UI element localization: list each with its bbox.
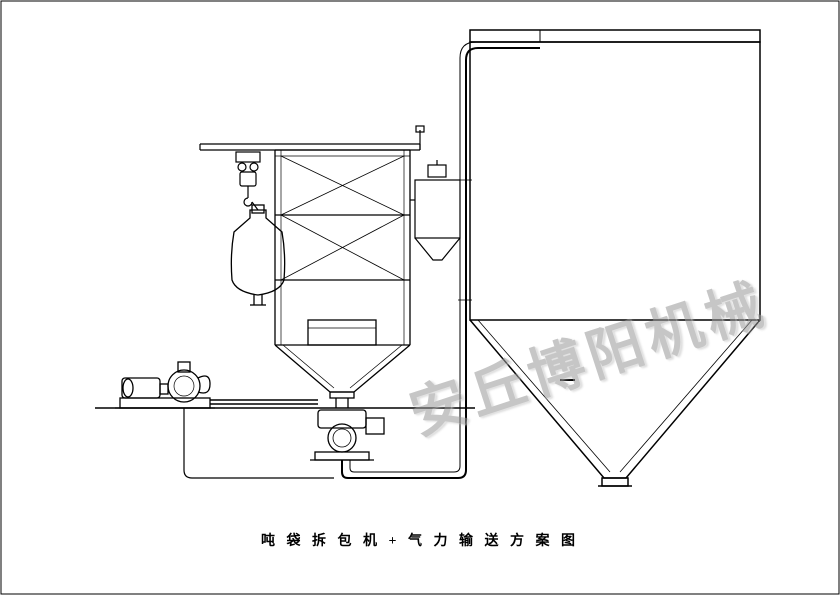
conveying-pipe (184, 30, 540, 478)
blower (115, 362, 215, 408)
big-bag (231, 205, 284, 305)
diagram-canvas (0, 0, 840, 595)
crane-beam (200, 126, 424, 210)
silo (470, 30, 760, 486)
dust-collector (410, 160, 460, 260)
diagram-caption: 吨 袋 拆 包 机 + 气 力 输 送 方 案 图 (0, 530, 840, 550)
receiving-hopper (275, 320, 410, 398)
unloader-frame (275, 150, 410, 345)
